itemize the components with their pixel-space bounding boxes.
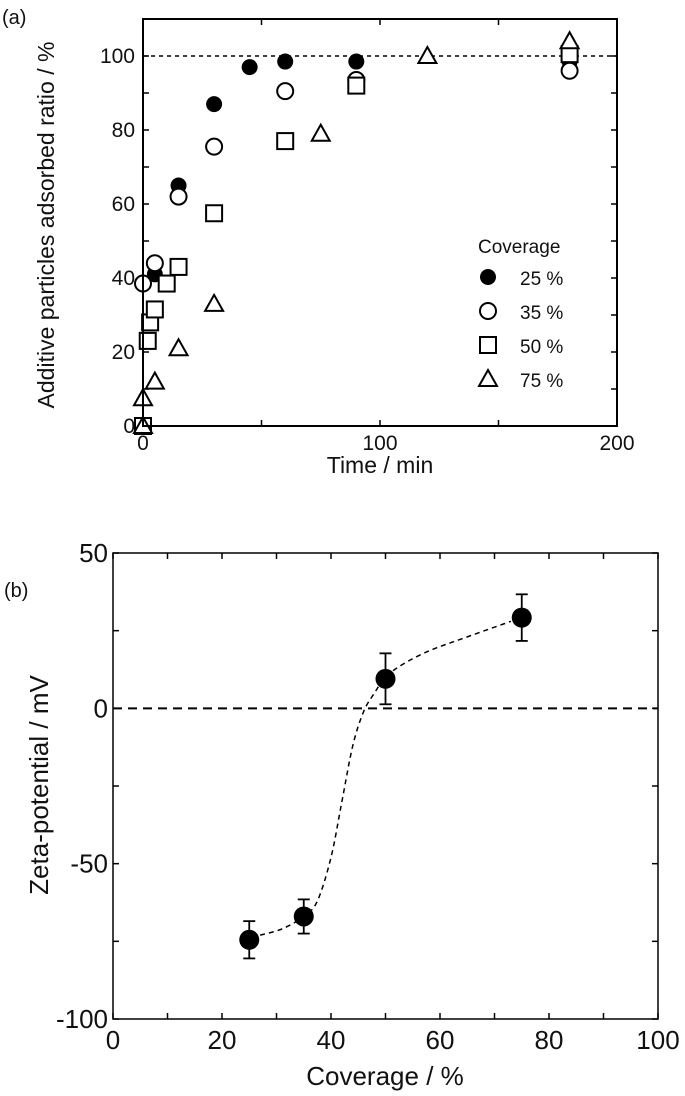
data-point-35 — [145, 254, 164, 273]
data-point-35 — [169, 187, 188, 206]
x-tick-label: 20 — [208, 1025, 237, 1055]
panel-a-label: (a) — [2, 7, 26, 29]
panel-a: (a) Additive particles adsorbed ratio / … — [2, 7, 635, 478]
data-point-75 — [310, 122, 332, 142]
y-tick-label: 100 — [100, 45, 135, 68]
data-point — [511, 607, 532, 628]
x-tick-label: 60 — [426, 1025, 455, 1055]
y-tick-label: -50 — [70, 849, 108, 879]
data-point-25 — [277, 53, 294, 70]
data-point-25 — [348, 53, 365, 70]
legend-label: 50 % — [520, 337, 563, 358]
panel-a-plot-frame — [142, 18, 618, 427]
legend-label: 25 % — [520, 269, 563, 290]
data-point — [375, 668, 396, 689]
data-point-50 — [157, 274, 176, 293]
data-point — [239, 929, 260, 950]
y-tick-label: 0 — [123, 415, 135, 438]
y-tick-label: -100 — [56, 1004, 108, 1034]
data-point-50 — [205, 204, 224, 223]
x-tick-label: 100 — [636, 1025, 679, 1055]
legend-marker — [479, 302, 497, 320]
y-tick-label: 40 — [112, 267, 135, 290]
data-point-25 — [206, 96, 223, 113]
data-point-50 — [145, 300, 164, 319]
legend-label: 35 % — [520, 303, 563, 324]
legend-marker — [477, 367, 499, 387]
data-point-75 — [558, 30, 581, 50]
data-point-50 — [169, 257, 188, 276]
x-tick-label: 0 — [137, 432, 149, 455]
panel-b-x-axis-label: Coverage / % — [306, 1061, 464, 1091]
panel-b-label: (b) — [4, 580, 28, 602]
y-tick-label: 20 — [112, 341, 135, 364]
data-point-25 — [241, 59, 258, 76]
data-point-50 — [276, 132, 295, 151]
panel-a-y-axis-label: Additive particles adsorbed ratio / % — [33, 42, 59, 409]
legend-label: 75 % — [520, 371, 563, 392]
y-tick-label: 0 — [94, 693, 108, 723]
data-point-75 — [203, 292, 225, 312]
data-point-35 — [205, 137, 224, 156]
legend-title: Coverage — [478, 237, 560, 258]
y-tick-label: 50 — [79, 538, 108, 568]
x-tick-label: 80 — [535, 1025, 564, 1055]
data-point-75 — [416, 44, 439, 64]
data-point-35 — [560, 61, 579, 80]
y-tick-label: 80 — [112, 119, 135, 142]
data-point-50 — [347, 76, 366, 95]
panel-b-plot-frame — [112, 552, 659, 1020]
legend-marker — [480, 269, 496, 285]
y-tick-label: 60 — [112, 193, 135, 216]
panel-b: (b) Zeta-potential / mV Coverage / % 0 20… — [4, 538, 680, 1091]
data-point-75 — [144, 370, 166, 390]
x-tick-label: 100 — [362, 432, 397, 455]
data-point-35 — [276, 82, 295, 101]
x-tick-label: 200 — [599, 432, 634, 455]
panel-a-x-axis-label: Time / min — [327, 452, 434, 478]
data-point-75 — [167, 337, 190, 357]
x-tick-label: 0 — [106, 1025, 120, 1055]
panel-b-y-axis-label: Zeta-potential / mV — [24, 675, 54, 895]
data-point — [293, 906, 314, 927]
x-tick-label: 40 — [317, 1025, 346, 1055]
legend-marker — [479, 336, 497, 354]
